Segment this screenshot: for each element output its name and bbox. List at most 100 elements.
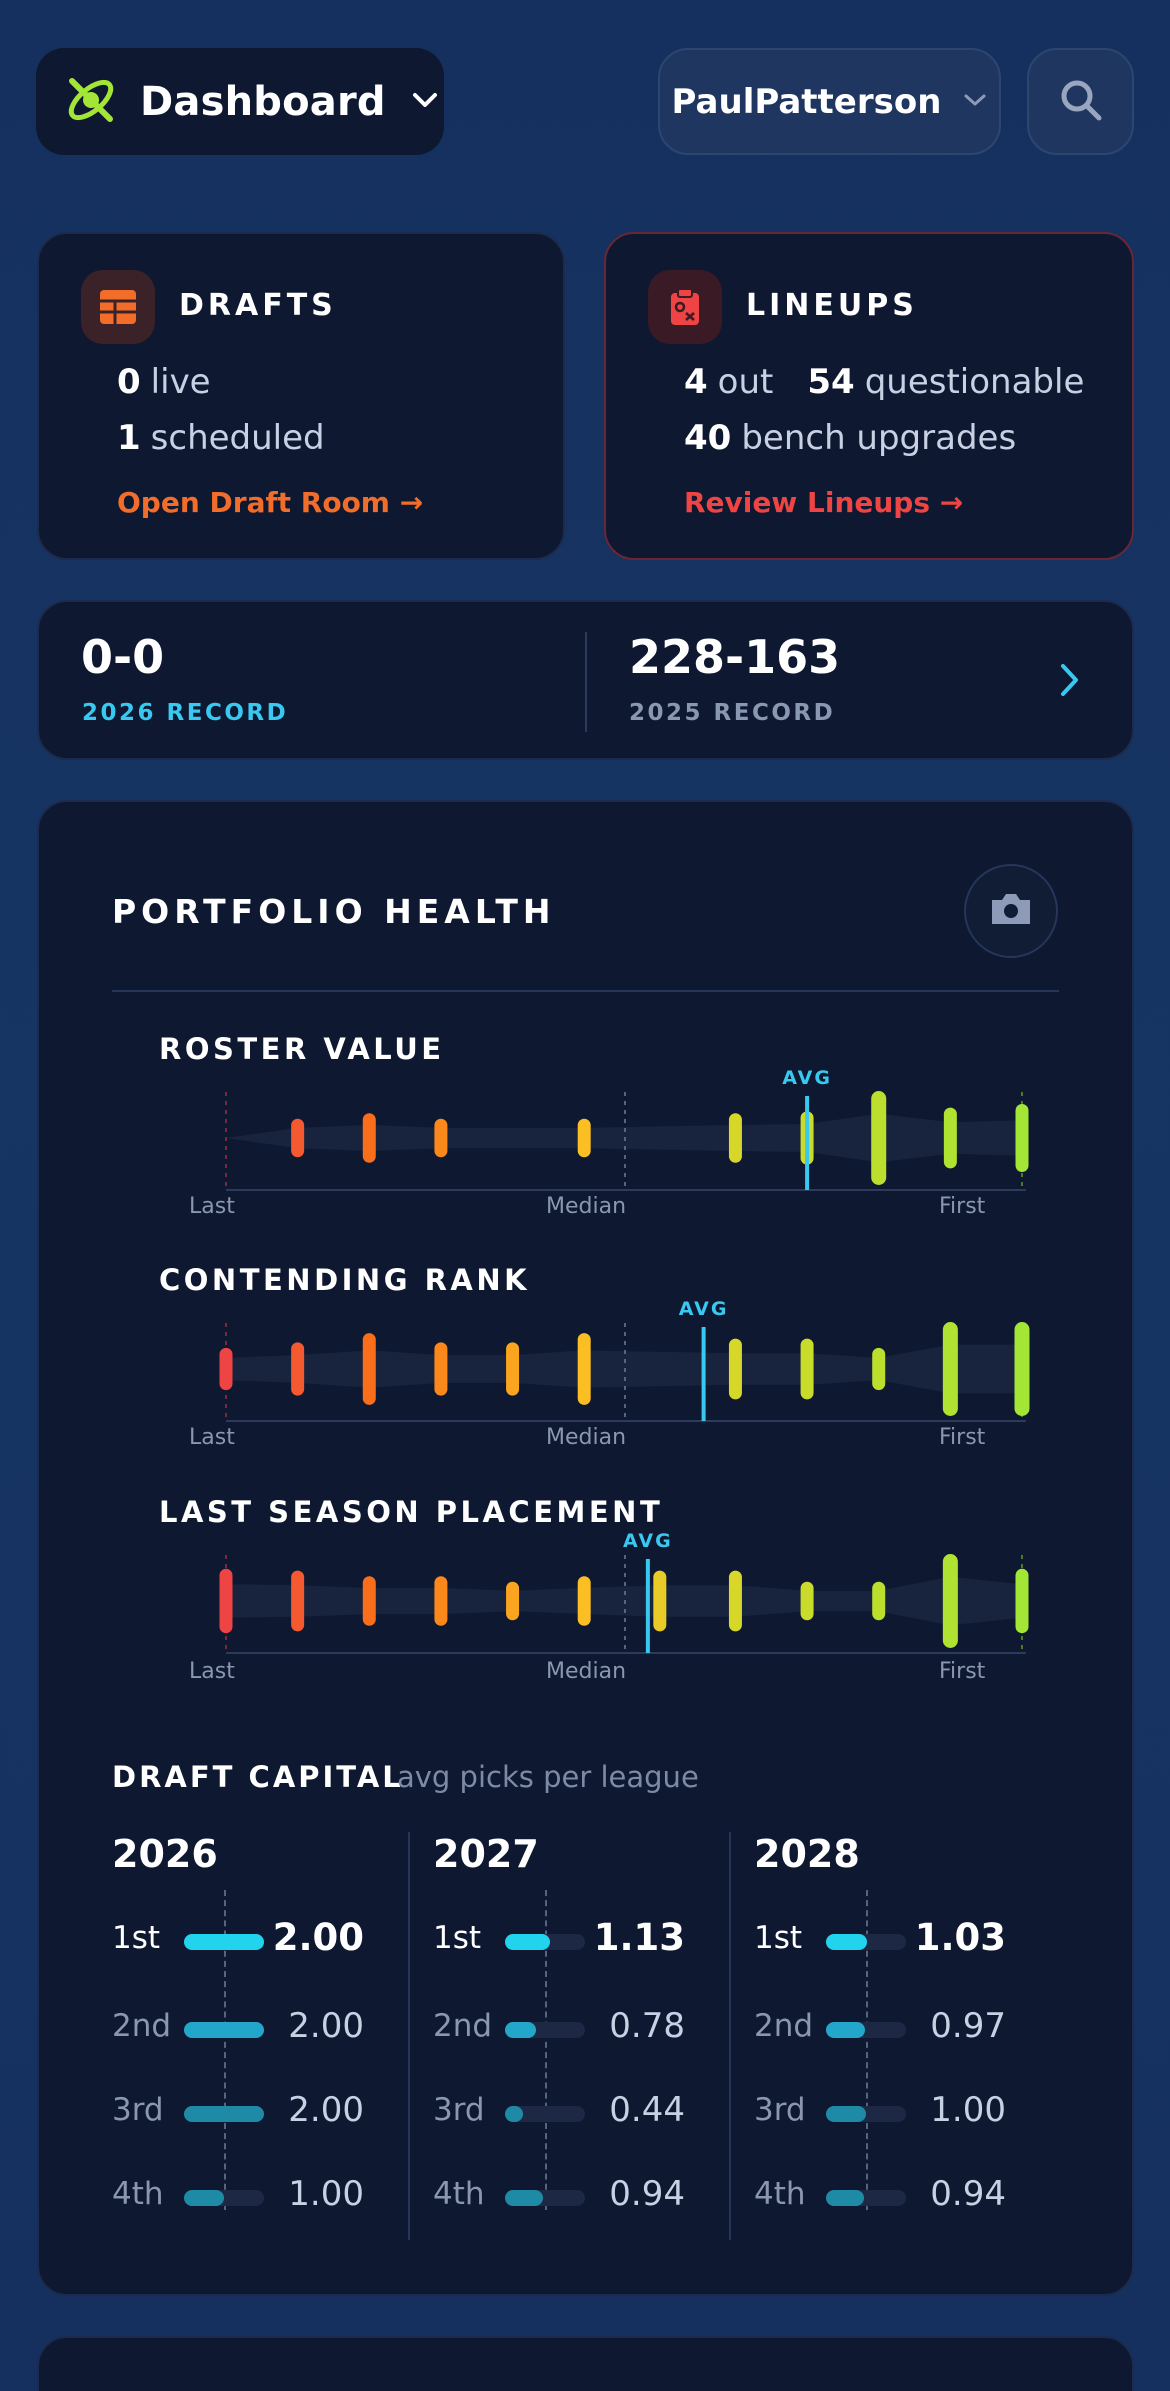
pick-value: 1.00 [288, 2174, 364, 2214]
dashboard-menu-button[interactable]: Dashboard [36, 48, 444, 155]
median-line [545, 1890, 547, 2210]
median-line [866, 1890, 868, 2210]
drafts-live: 0 live [117, 362, 211, 402]
axis-median: Median [546, 1659, 627, 1684]
drafts-card: DRAFTS 0 live 1 scheduled Open Draft Room … [37, 232, 565, 560]
pick-row: 2nd 0.78 [433, 2006, 703, 2048]
pick-value: 0.44 [609, 2090, 685, 2130]
review-lineups-link[interactable]: Review Lineups → [684, 486, 964, 519]
axis-median: Median [546, 1425, 627, 1450]
column-divider [729, 1832, 731, 2240]
pick-round: 4th [754, 2176, 806, 2212]
avg-label: AVG [679, 1298, 729, 1320]
pick-value: 2.00 [288, 2006, 364, 2046]
portfolio-title: PORTFOLIO HEALTH [112, 892, 556, 931]
record-card[interactable]: 0-0 2026 RECORD 228-163 2025 RECORD [37, 600, 1134, 760]
strip-title: ROSTER VALUE [159, 1032, 445, 1066]
pick-bar [505, 1934, 585, 1950]
column-divider [408, 1832, 410, 2240]
distribution-mark [942, 1322, 958, 1416]
contending-rank-strip: AVG [219, 1298, 1030, 1422]
pick-bar [505, 2106, 585, 2122]
axis-median: Median [546, 1194, 627, 1219]
median-line [224, 1890, 226, 2210]
lineups-card: LINEUPS 4 out 54 questionable 40 bench upgra… [604, 232, 1134, 560]
distribution-mark [728, 1570, 742, 1632]
camera-icon [988, 890, 1034, 932]
pick-row: 2nd 0.97 [754, 2006, 1024, 2048]
pick-row: 1st 1.13 [433, 1916, 703, 1960]
chevron-down-icon [412, 92, 438, 112]
distribution-mark [291, 1570, 305, 1632]
pick-round: 1st [433, 1920, 482, 1956]
distribution-mark [291, 1118, 305, 1158]
distribution-mark [362, 1113, 376, 1163]
distribution-mark [577, 1118, 591, 1158]
portfolio-health-card: PORTFOLIO HEALTH ROSTER VALUE AVG Last M… [37, 800, 1134, 2296]
user-menu-button[interactable]: PaulPatterson [658, 48, 1001, 155]
pick-bar-fill [505, 2022, 536, 2038]
distribution-mark [1014, 1322, 1030, 1416]
clipboard-icon [648, 270, 722, 344]
pick-value: 0.78 [609, 2006, 685, 2046]
pick-bar [184, 1934, 264, 1950]
draft-year: 2028 [754, 1832, 860, 1876]
distribution-mark [577, 1576, 591, 1626]
pick-round: 3rd [754, 2092, 806, 2128]
distribution-mark [1015, 1568, 1029, 1634]
pick-round: 2nd [112, 2008, 172, 2044]
distribution-mark [577, 1333, 591, 1405]
search-icon [1058, 77, 1104, 127]
distribution-mark [871, 1091, 887, 1185]
draft-year-column: 2028 1st 1.03 2nd 0.97 3rd 1.00 4th 0.94 [754, 1832, 1044, 2252]
pick-bar-fill [505, 1934, 550, 1950]
table-icon [81, 270, 155, 344]
axis-last: Last [189, 1425, 235, 1450]
pick-value: 2.00 [288, 2090, 364, 2130]
draft-year: 2027 [433, 1832, 539, 1876]
search-button[interactable] [1027, 48, 1134, 155]
drafts-title: DRAFTS [179, 288, 337, 323]
pick-value: 1.00 [930, 2090, 1006, 2130]
pick-row: 2nd 2.00 [112, 2006, 382, 2048]
distribution-mark [653, 1570, 667, 1632]
pick-bar [184, 2022, 264, 2038]
pick-value: 1.13 [593, 1916, 685, 1959]
avg-label: AVG [782, 1067, 832, 1089]
pick-bar-fill [826, 2190, 864, 2206]
axis-first: First [939, 1659, 986, 1684]
pick-value: 0.94 [609, 2174, 685, 2214]
axis-first: First [939, 1194, 986, 1219]
axis-last: Last [189, 1194, 235, 1219]
distribution-mark [362, 1576, 376, 1626]
draft-year: 2026 [112, 1832, 218, 1876]
distribution-mark [434, 1576, 448, 1626]
avg-label: AVG [623, 1530, 673, 1552]
distribution-mark [728, 1113, 742, 1163]
distribution-mark [1015, 1103, 1029, 1173]
lineups-title: LINEUPS [746, 288, 918, 323]
axis-first: First [939, 1425, 986, 1450]
distribution-mark [800, 1581, 814, 1621]
current-record-label: 2026 RECORD [82, 700, 289, 726]
distribution-mark [872, 1347, 886, 1391]
logo-icon [64, 73, 118, 131]
open-draft-room-link[interactable]: Open Draft Room → [117, 486, 424, 519]
chevron-right-icon [1059, 662, 1081, 702]
screenshot-button[interactable] [964, 864, 1058, 958]
distribution-mark [506, 1342, 520, 1396]
distribution-mark [219, 1347, 233, 1391]
pick-round: 2nd [754, 2008, 814, 2044]
pick-row: 3rd 0.44 [433, 2090, 703, 2132]
last-season-placement-strip: AVG [219, 1530, 1029, 1654]
distribution-mark [942, 1554, 958, 1648]
pick-row: 3rd 1.00 [754, 2090, 1024, 2132]
distribution-mark [362, 1333, 376, 1405]
pick-bar [184, 2190, 264, 2206]
pick-round: 3rd [433, 2092, 485, 2128]
pick-round: 4th [112, 2176, 164, 2212]
section-divider [112, 990, 1059, 992]
lineups-bench: 40 bench upgrades [684, 418, 1017, 458]
pick-round: 1st [112, 1920, 161, 1956]
distribution-mark [506, 1581, 520, 1621]
